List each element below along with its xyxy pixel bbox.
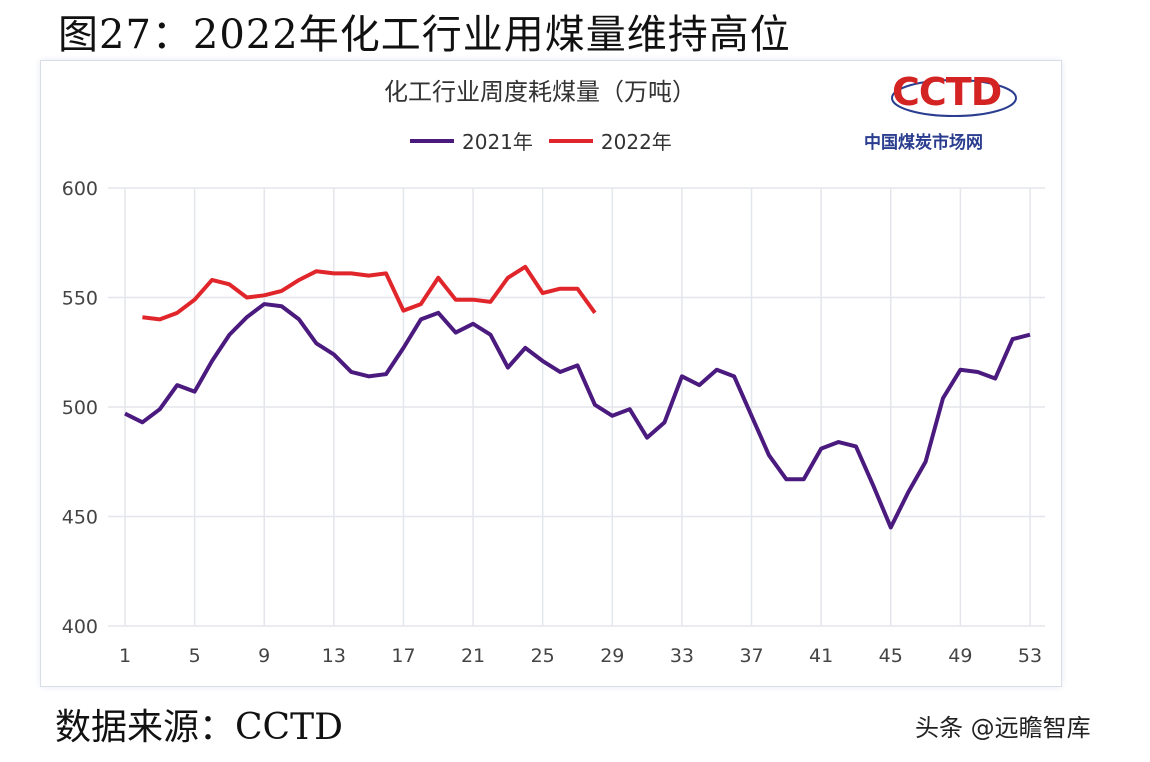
y-tick-label: 400 [62, 616, 98, 638]
x-tick-label: 1 [119, 645, 131, 667]
x-tick-label: 5 [189, 645, 201, 667]
legend: 2021年 2022年 [410, 126, 672, 155]
x-tick-label: 25 [531, 645, 555, 667]
series-line-2022年 [142, 264, 597, 322]
x-tick-label: 45 [879, 645, 903, 667]
x-tick-label: 13 [322, 645, 346, 667]
x-tick-label: 53 [1018, 645, 1042, 667]
x-tick-label: 21 [461, 645, 485, 667]
legend-label: 2022年 [600, 130, 672, 154]
cctd-logo: CCTD 中国煤炭市场网 [862, 68, 1047, 160]
legend-item-2022: 2022年 [548, 126, 672, 155]
x-tick-label: 9 [258, 645, 270, 667]
y-tick-label: 600 [62, 178, 98, 200]
figure-title: 图27：2022年化工行业用煤量维持高位 [58, 12, 791, 58]
legend-swatch [548, 138, 593, 143]
x-tick-label: 17 [391, 645, 415, 667]
x-tick-label: 29 [600, 645, 624, 667]
x-tick-label: 33 [670, 645, 694, 667]
y-tick-label: 500 [62, 397, 98, 419]
source-note: 数据来源：CCTD [55, 707, 343, 748]
chart-panel [40, 60, 1062, 687]
x-tick-label: 41 [809, 645, 833, 667]
logo-subtitle: 中国煤炭市场网 [864, 133, 983, 153]
logo-text: CCTD [892, 70, 1002, 114]
watermark: 头条 @远瞻智库 [915, 714, 1091, 742]
x-tick-label: 49 [948, 645, 972, 667]
x-tick-label: 37 [739, 645, 763, 667]
legend-swatch [410, 138, 454, 143]
y-tick-label: 450 [62, 507, 98, 529]
y-tick-label: 550 [62, 288, 98, 310]
legend-label: 2021年 [462, 130, 533, 154]
logo-swoosh [891, 79, 1017, 117]
chart-title: 化工行业周度耗煤量（万吨） [384, 78, 696, 106]
legend-item-2021: 2021年 [410, 126, 533, 155]
series-line-2021年 [124, 302, 1031, 530]
